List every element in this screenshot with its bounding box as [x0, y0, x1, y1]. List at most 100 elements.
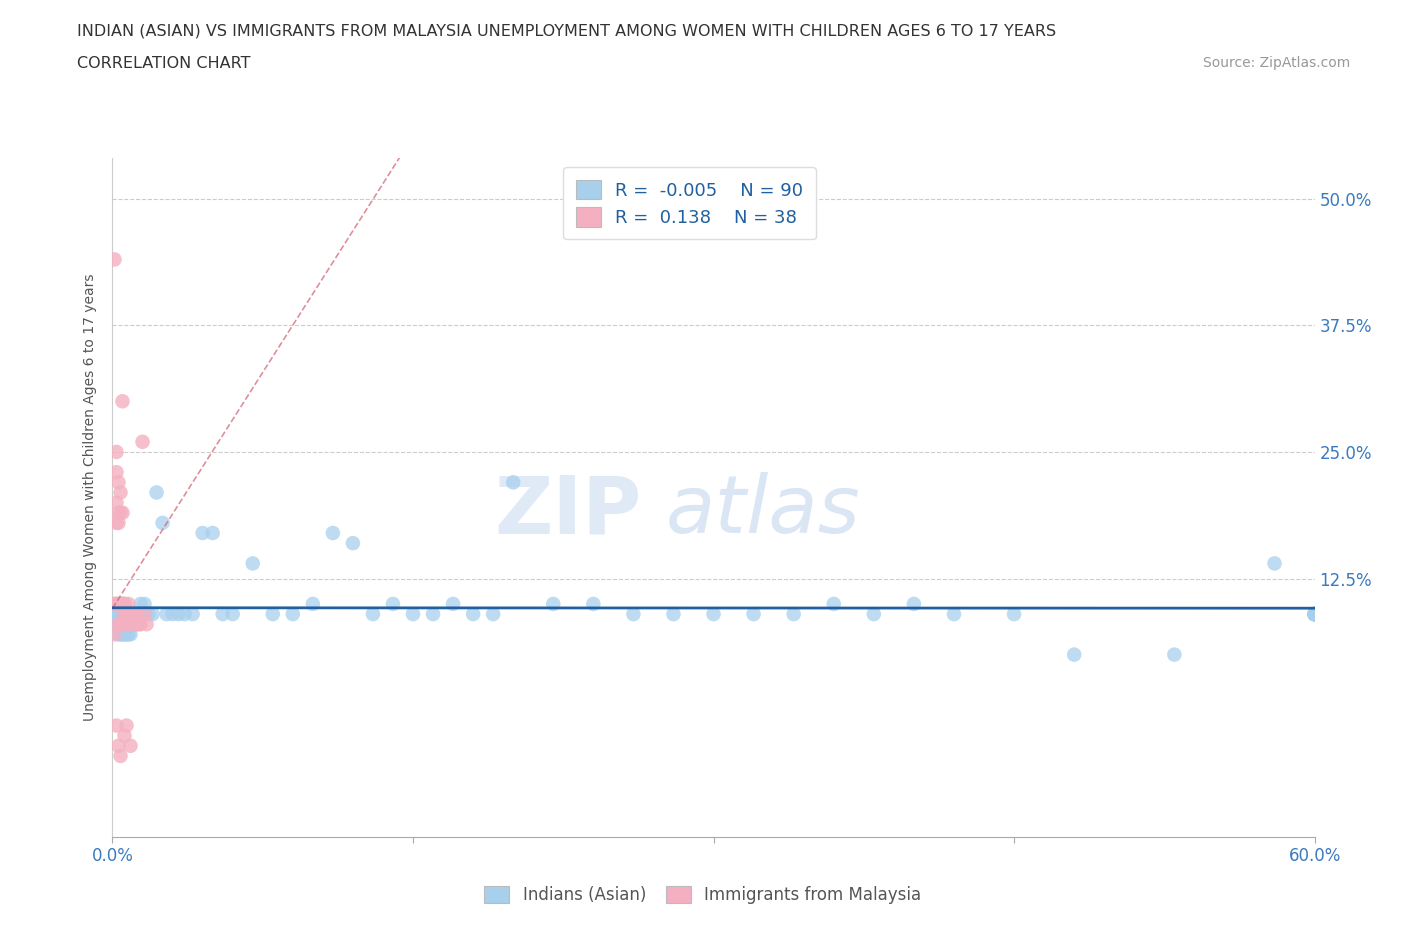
Point — [110, 596, 132, 611]
Point — [402, 606, 425, 621]
Point — [262, 606, 284, 621]
Point — [103, 252, 125, 267]
Point — [155, 606, 177, 621]
Point — [117, 606, 139, 621]
Point — [124, 606, 146, 621]
Point — [114, 596, 136, 611]
Point — [107, 596, 129, 611]
Point — [281, 606, 304, 621]
Point — [110, 627, 132, 642]
Point — [461, 606, 484, 621]
Point — [110, 749, 132, 764]
Point — [114, 606, 136, 621]
Point — [111, 627, 134, 642]
Point — [110, 485, 132, 500]
Point — [115, 606, 138, 621]
Point — [120, 617, 142, 631]
Point — [702, 606, 725, 621]
Point — [114, 617, 136, 631]
Point — [134, 606, 156, 621]
Point — [128, 617, 150, 631]
Point — [145, 485, 167, 500]
Point — [121, 606, 143, 621]
Point — [1303, 606, 1326, 621]
Point — [131, 434, 153, 449]
Point — [105, 445, 128, 459]
Point — [110, 596, 132, 611]
Point — [191, 525, 214, 540]
Point — [107, 515, 129, 530]
Point — [903, 596, 925, 611]
Point — [361, 606, 384, 621]
Point — [107, 475, 129, 490]
Point — [107, 738, 129, 753]
Point — [211, 606, 233, 621]
Point — [117, 596, 139, 611]
Point — [1002, 606, 1025, 621]
Point — [121, 606, 143, 621]
Point — [135, 617, 157, 631]
Point — [422, 606, 444, 621]
Point — [222, 606, 245, 621]
Point — [105, 465, 128, 480]
Point — [120, 738, 142, 753]
Point — [742, 606, 765, 621]
Point — [1303, 606, 1326, 621]
Point — [111, 606, 134, 621]
Point — [582, 596, 605, 611]
Point — [114, 627, 136, 642]
Point — [1303, 606, 1326, 621]
Point — [152, 515, 174, 530]
Point — [111, 617, 134, 631]
Text: CORRELATION CHART: CORRELATION CHART — [77, 56, 250, 71]
Point — [105, 515, 128, 530]
Point — [181, 606, 204, 621]
Point — [942, 606, 965, 621]
Point — [131, 606, 153, 621]
Point — [138, 606, 160, 621]
Point — [103, 606, 125, 621]
Point — [117, 606, 139, 621]
Point — [141, 606, 163, 621]
Text: ZIP: ZIP — [494, 472, 641, 551]
Point — [107, 505, 129, 520]
Point — [121, 617, 143, 631]
Text: INDIAN (ASIAN) VS IMMIGRANTS FROM MALAYSIA UNEMPLOYMENT AMONG WOMEN WITH CHILDRE: INDIAN (ASIAN) VS IMMIGRANTS FROM MALAYS… — [77, 23, 1056, 38]
Point — [124, 606, 146, 621]
Point — [342, 536, 364, 551]
Point — [105, 596, 128, 611]
Point — [1303, 606, 1326, 621]
Point — [114, 596, 136, 611]
Point — [120, 606, 142, 621]
Point — [125, 617, 148, 631]
Point — [121, 617, 143, 631]
Point — [107, 606, 129, 621]
Point — [110, 505, 132, 520]
Point — [782, 606, 804, 621]
Legend: R =  -0.005    N = 90, R =  0.138    N = 38: R = -0.005 N = 90, R = 0.138 N = 38 — [562, 167, 815, 239]
Point — [117, 617, 139, 631]
Point — [115, 718, 138, 733]
Point — [105, 596, 128, 611]
Point — [111, 617, 134, 631]
Point — [441, 596, 464, 611]
Point — [105, 495, 128, 510]
Point — [167, 606, 190, 621]
Text: atlas: atlas — [665, 472, 860, 551]
Point — [863, 606, 886, 621]
Point — [162, 606, 184, 621]
Point — [1303, 606, 1326, 621]
Point — [125, 606, 148, 621]
Point — [105, 617, 128, 631]
Point — [110, 617, 132, 631]
Point — [1303, 606, 1326, 621]
Point — [1303, 606, 1326, 621]
Point — [242, 556, 264, 571]
Point — [621, 606, 644, 621]
Point — [115, 617, 138, 631]
Point — [1163, 647, 1185, 662]
Point — [135, 606, 157, 621]
Y-axis label: Unemployment Among Women with Children Ages 6 to 17 years: Unemployment Among Women with Children A… — [83, 273, 97, 722]
Point — [107, 617, 129, 631]
Point — [107, 627, 129, 642]
